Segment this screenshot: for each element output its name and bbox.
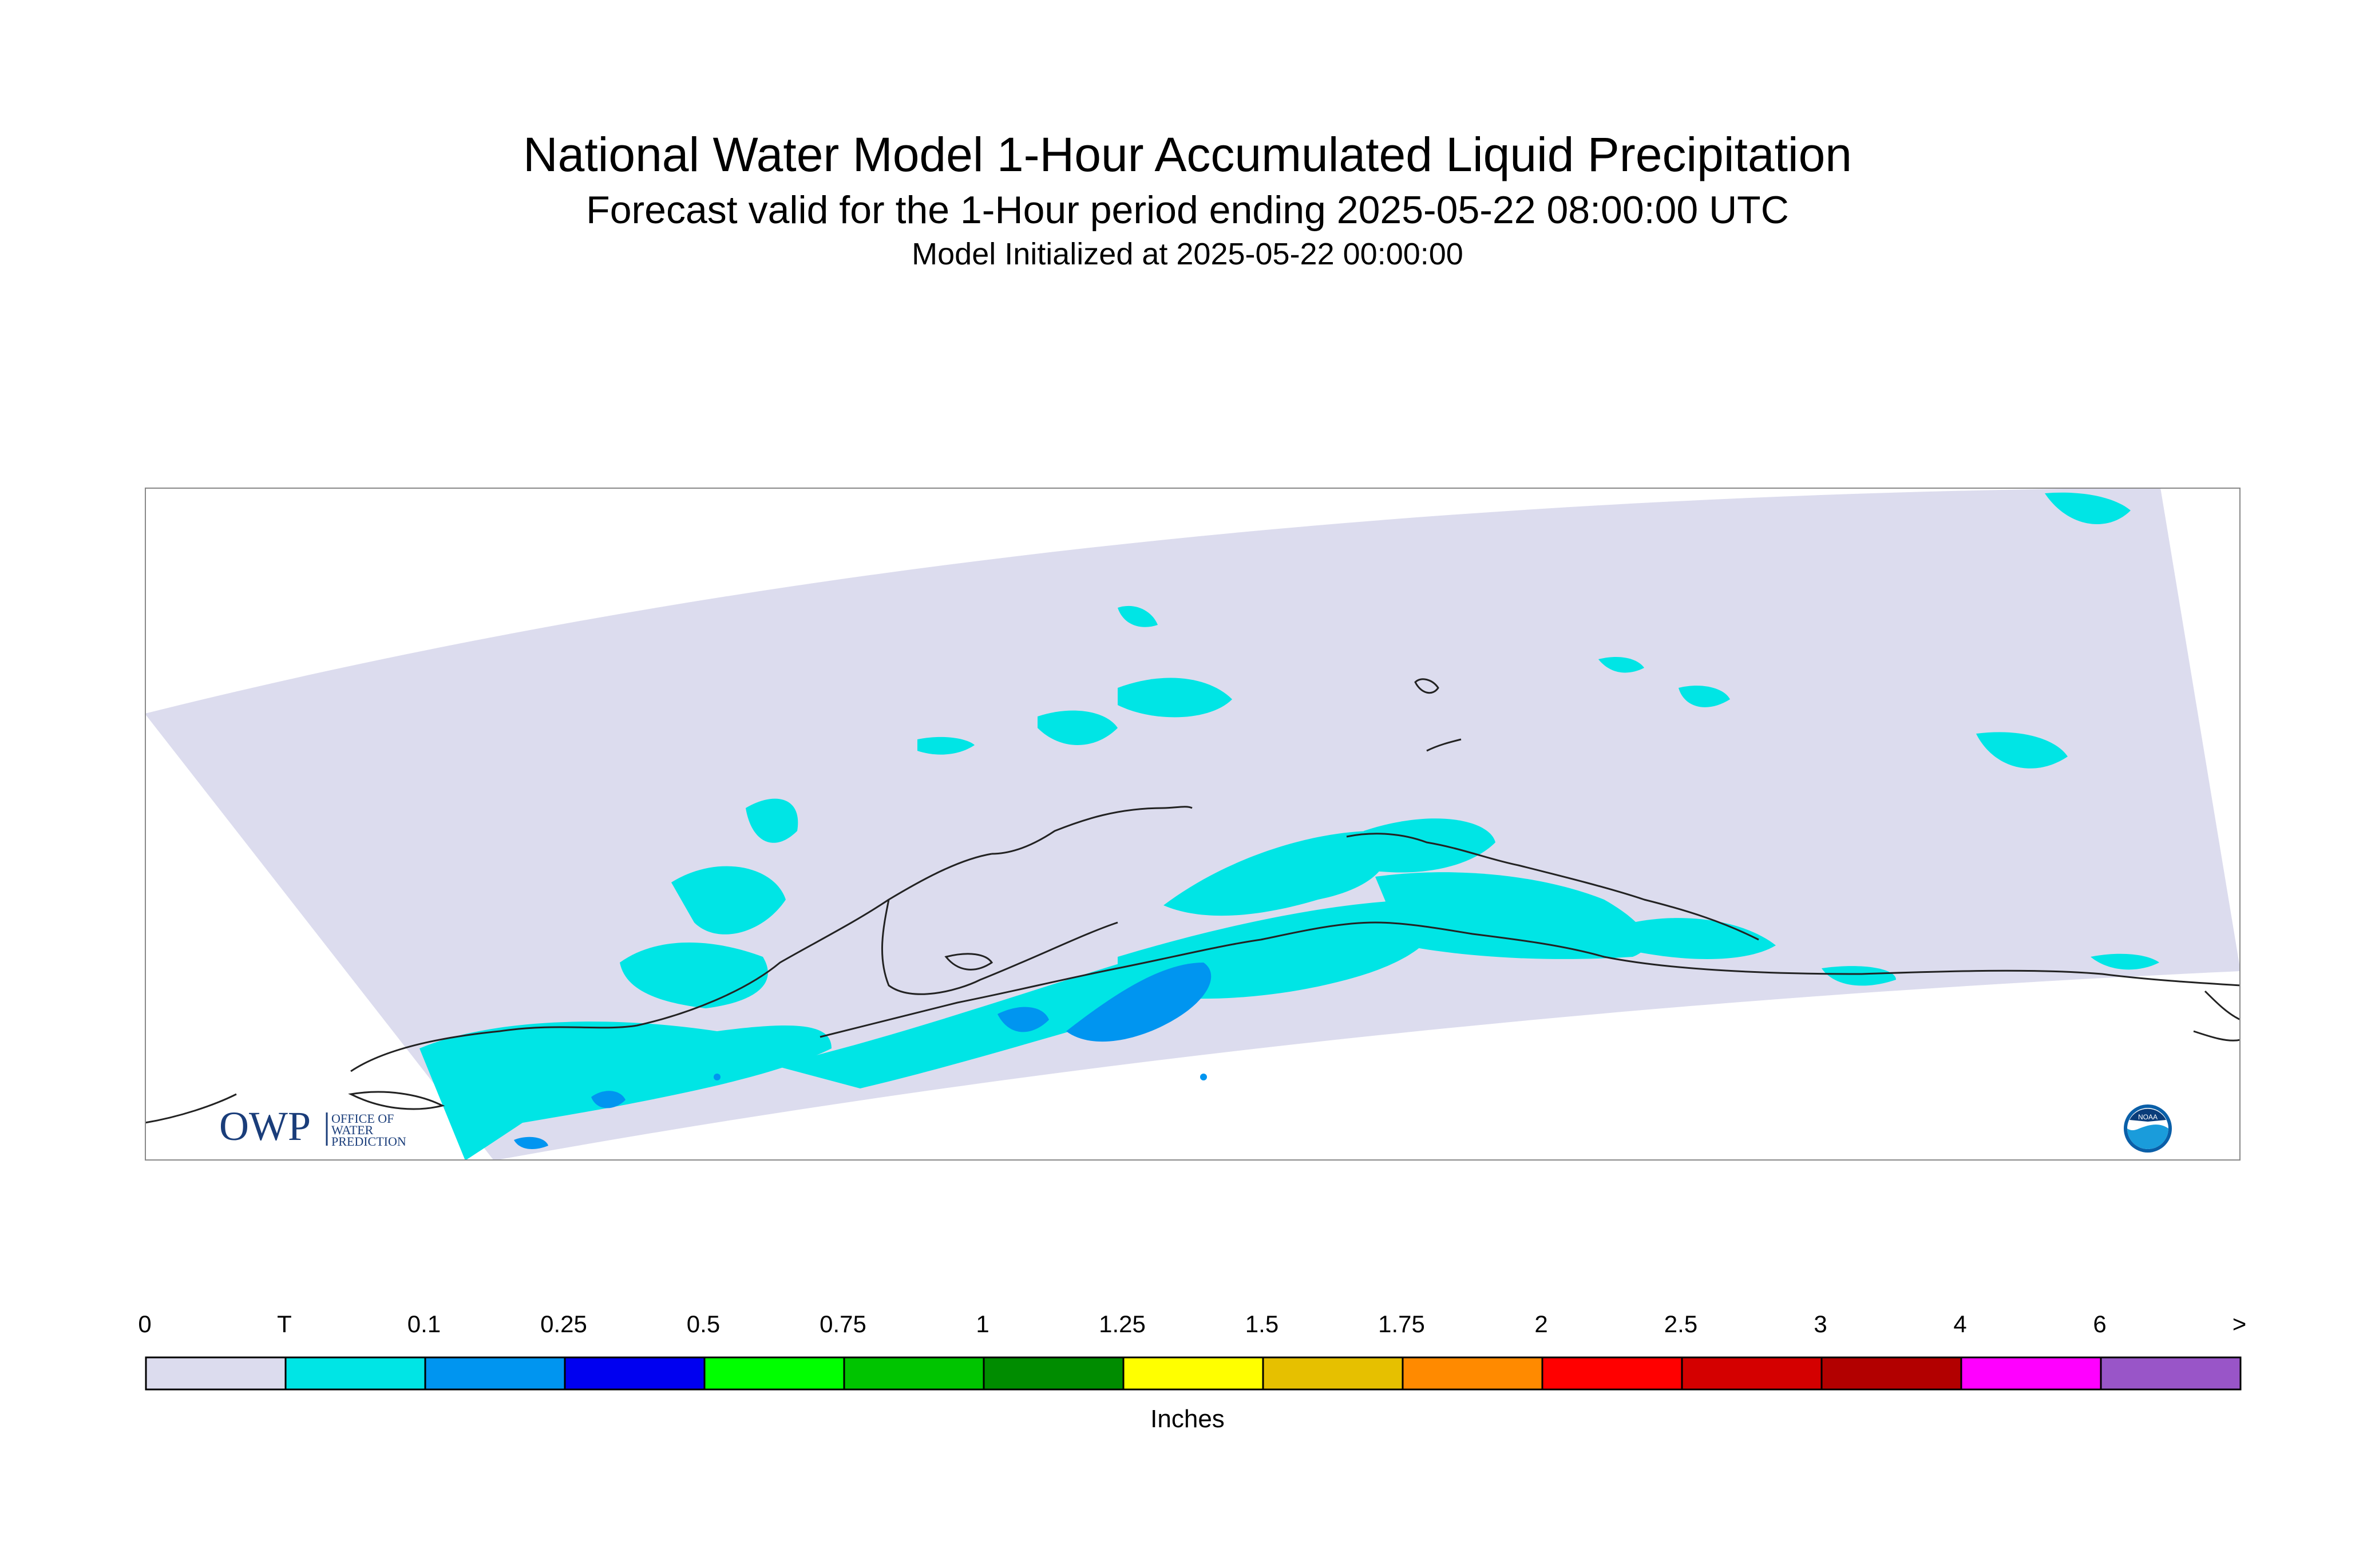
owp-letters: OWP [219,1103,311,1149]
legend-tick-label: 0.75 [820,1310,866,1337]
legend-tick-label: 1.25 [1099,1310,1146,1337]
noaa-logo: NOAA [2124,1104,2172,1153]
map-title: National Water Model 1-Hour Accumulated … [522,128,1852,181]
legend-tick-label: 0.1 [407,1310,441,1337]
trace-precip-areas [419,492,2159,1161]
legend-tick-label: 2.5 [1664,1310,1698,1337]
legend-tick-label: 3 [1814,1310,1827,1337]
legend-swatch [145,1356,287,1391]
legend-swatch [1960,1356,2102,1391]
legend-tick-label: 4 [1953,1310,1967,1337]
legend-units-label: Inches [1150,1405,1225,1433]
legend-swatch [1262,1356,1404,1391]
legend-color-bar [145,1356,2242,1391]
legend-tick-label: 1.5 [1245,1310,1279,1337]
legend-swatch [564,1356,706,1391]
owp-text-2: WATER [331,1123,374,1137]
legend-swatch [424,1356,566,1391]
legend-swatch [1402,1356,1543,1391]
legend-swatch [983,1356,1125,1391]
legend-swatch [1681,1356,1823,1391]
owp-text-1: OFFICE OF [331,1111,394,1126]
legend-tick-label: T [277,1310,292,1337]
owp-text-3: PREDICTION [331,1134,406,1149]
legend-swatch [703,1356,845,1391]
legend-tick-labels: 0 T 0.1 0.25 0.5 0.75 1 1.25 1.5 1.75 2 2.5 3 4 6 > [0,1310,2375,1351]
legend-tick-label: 0.25 [540,1310,587,1337]
legend-tick-label: 1 [976,1310,989,1337]
noaa-text: NOAA [2138,1113,2158,1121]
owp-logo: OWP OFFICE OF WATER PREDICTION [219,1103,406,1149]
light-precip-areas [514,963,1212,1149]
model-init-text: Model Initialized at 2025-05-22 00:00:00 [912,237,1463,271]
legend-tick-label: 1.75 [1378,1310,1425,1337]
coastlines [145,678,2241,1124]
map-frame [145,488,2241,1161]
precipitation-map: OWP OFFICE OF WATER PREDICTION NOAA [145,488,2241,1161]
legend-swatch [284,1356,426,1391]
legend-swatch [1820,1356,1962,1391]
legend-tick-label: 0.5 [686,1310,721,1337]
legend-swatch [1541,1356,1683,1391]
legend-swatch [2100,1356,2242,1391]
legend-tick-label: 2 [1534,1310,1548,1337]
legend-tick-label: 0 [138,1310,152,1337]
legend-swatch [843,1356,985,1391]
forecast-valid-subtitle: Forecast valid for the 1-Hour period end… [586,188,1789,232]
legend-swatch [1122,1356,1264,1391]
legend-tick-label: 6 [2093,1310,2107,1337]
legend-tick-label: > [2232,1310,2247,1337]
